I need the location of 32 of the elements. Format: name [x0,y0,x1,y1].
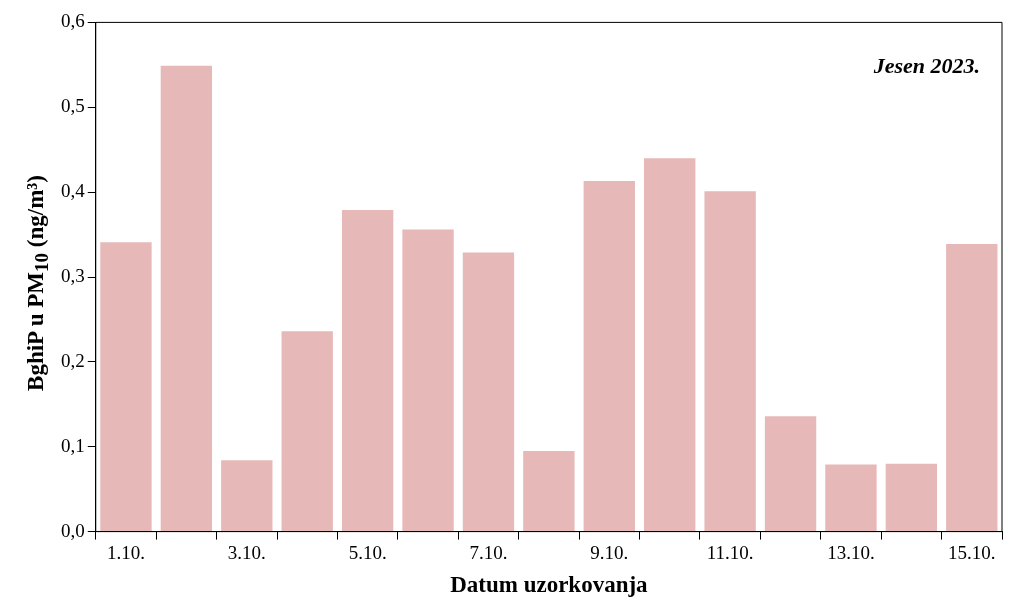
x-tick-label: 1.10. [106,541,145,563]
x-tick-label: 13.10. [827,541,875,563]
x-tick-label: 3.10. [227,541,266,563]
bar [764,416,817,532]
bar [221,460,273,532]
y-tick-label: 0,5 [61,95,85,117]
x-tick-label: 15.10. [948,541,996,563]
bar [100,242,152,532]
bar [523,450,575,532]
y-tick-label: 0,4 [61,180,86,202]
y-tick-label: 0,3 [61,264,85,286]
bar [825,464,877,532]
x-tick-label: 11.10. [706,541,754,563]
bar [704,191,756,532]
bar [946,243,998,532]
bar [341,209,394,532]
x-tick-label: 5.10. [348,541,387,563]
bar [583,181,635,532]
y-tick-label: 0,2 [61,349,85,371]
bar [402,229,454,532]
x-tick-label: 7.10. [469,541,508,563]
bar [160,65,213,532]
y-tick-label: 0,6 [61,10,85,32]
y-tick-label: 0,0 [61,519,85,541]
y-tick-label: 0,1 [61,434,85,456]
x-axis-title: Datum uzorkovanja [450,572,649,598]
bar [281,331,333,532]
x-tick-label: 9.10. [590,541,629,563]
bar [462,252,515,532]
annotation: Jesen 2023. [872,53,980,79]
bar [885,463,938,532]
bar [644,158,696,532]
